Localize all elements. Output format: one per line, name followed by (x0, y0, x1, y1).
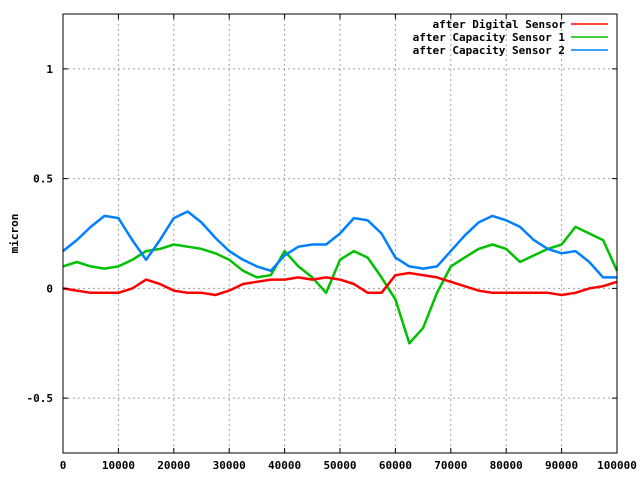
x-tick-label: 40000 (268, 459, 301, 472)
x-tick-label: 100000 (597, 459, 637, 472)
grid (63, 14, 617, 453)
x-tick-label: 60000 (379, 459, 412, 472)
x-tick-label: 70000 (434, 459, 467, 472)
series-line-1 (62, 271, 618, 297)
y-tick-label: 1 (46, 63, 53, 76)
x-tick-label: 50000 (323, 459, 356, 472)
axis-ticks: 0 10000 20000 30000 40000 50000 60000 70000 8000… (27, 14, 637, 472)
legend-label: after Capacity Sensor 2 (413, 44, 565, 57)
series-lines (62, 210, 619, 345)
y-axis-label: micron (8, 214, 21, 254)
x-tick-label: 80000 (490, 459, 523, 472)
x-tick-label: 90000 (545, 459, 578, 472)
legend-label: after Digital Sensor (433, 18, 566, 31)
y-tick-label: 0 (46, 282, 53, 295)
x-tick-label: 0 (60, 459, 67, 472)
series-line-3 (62, 210, 617, 279)
legend-label: after Capacity Sensor 1 (413, 31, 566, 44)
y-tick-label: 0.5 (33, 173, 53, 186)
series-line-2 (62, 225, 619, 345)
x-tick-label: 10000 (102, 459, 135, 472)
x-tick-label: 20000 (157, 459, 190, 472)
y-tick-label: -0.5 (27, 392, 54, 405)
x-tick-label: 30000 (213, 459, 246, 472)
